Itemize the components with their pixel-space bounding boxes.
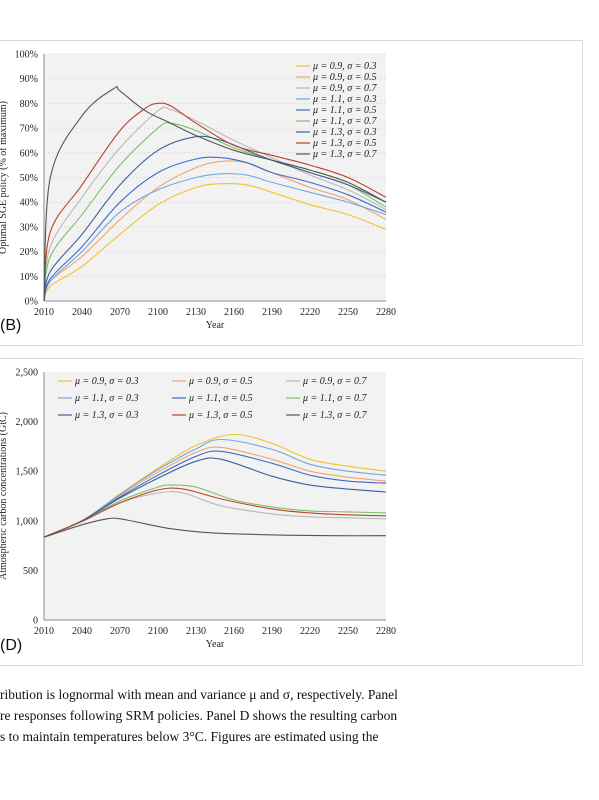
legend-label: μ = 1.1, σ = 0.7 bbox=[312, 116, 377, 127]
y-axis-title: Optimal SGE policy (% of maximum) bbox=[0, 101, 9, 254]
y-tick-label: 40% bbox=[20, 198, 38, 209]
series-line bbox=[43, 457, 387, 538]
legend-label: μ = 1.1, σ = 0.3 bbox=[74, 393, 138, 404]
series-line bbox=[43, 484, 387, 538]
chart-d-svg: 0 500 1,000 1,500 2,000 2,500 2010 2040 2070 2100… bbox=[0, 368, 396, 651]
legend-label: μ = 1.1, σ = 0.5 bbox=[312, 105, 376, 116]
x-axis-title: Year bbox=[206, 320, 225, 331]
series-line bbox=[43, 487, 387, 538]
chart-panel-d: 0 500 1,000 1,500 2,000 2,500 2010 2040 2070 2100… bbox=[0, 358, 583, 666]
legend-label: μ = 0.9, σ = 0.7 bbox=[302, 376, 367, 387]
series-line bbox=[43, 517, 387, 538]
x-tick-label: 2100 bbox=[148, 626, 168, 637]
x-tick-label: 2280 bbox=[376, 626, 396, 637]
panel-label-b: (B) bbox=[0, 317, 22, 334]
legend-label: μ = 0.9, σ = 0.5 bbox=[188, 376, 252, 387]
x-tick-label: 2190 bbox=[262, 307, 282, 318]
series-line bbox=[43, 86, 387, 302]
chart-panel-b: 0% 10% 20% 30% 40% 50% 60% 70% 80% 90% 100% 2010 204… bbox=[0, 40, 583, 346]
x-tick-label: 2040 bbox=[72, 307, 92, 318]
x-tick-label: 2160 bbox=[224, 626, 244, 637]
y-tick-label: 60% bbox=[20, 148, 38, 159]
y-tick-label: 30% bbox=[20, 222, 38, 233]
figure-caption: ribution is lognormal with mean and vari… bbox=[0, 684, 478, 747]
series-line bbox=[43, 102, 387, 302]
x-tick-label: 2130 bbox=[186, 626, 206, 637]
y-tick-label: 70% bbox=[20, 124, 38, 135]
y-tick-label: 0% bbox=[25, 297, 38, 308]
caption-line: re responses following SRM policies. Pan… bbox=[0, 708, 398, 723]
plot-area bbox=[44, 372, 386, 620]
series-line bbox=[43, 160, 387, 302]
y-tick-label: 2,500 bbox=[16, 368, 39, 379]
y-tick-label: 2,000 bbox=[16, 417, 39, 428]
y-tick-label: 0 bbox=[33, 616, 38, 627]
x-tick-label: 2220 bbox=[300, 626, 320, 637]
legend-label: μ = 1.1, σ = 0.7 bbox=[302, 393, 367, 404]
legend-label: μ = 1.3, σ = 0.5 bbox=[188, 410, 252, 421]
legend-label: μ = 1.3, σ = 0.7 bbox=[302, 410, 367, 421]
x-tick-label: 2250 bbox=[338, 626, 358, 637]
caption-line: s to maintain temperatures below 3°C. Fi… bbox=[0, 729, 379, 744]
caption-line: ribution is lognormal with mean and vari… bbox=[0, 687, 398, 702]
x-tick-label: 2160 bbox=[224, 307, 244, 318]
y-tick-label: 80% bbox=[20, 99, 38, 110]
chart-b-svg: 0% 10% 20% 30% 40% 50% 60% 70% 80% 90% 100% 2010 204… bbox=[0, 50, 396, 332]
legend-label: μ = 1.3, σ = 0.3 bbox=[312, 127, 376, 138]
panel-label-d: (D) bbox=[0, 637, 23, 654]
y-tick-label: 1,000 bbox=[16, 516, 39, 527]
x-tick-label: 2130 bbox=[186, 307, 206, 318]
x-tick-label: 2250 bbox=[338, 307, 358, 318]
x-tick-label: 2280 bbox=[376, 307, 396, 318]
legend-label: μ = 1.1, σ = 0.5 bbox=[188, 393, 252, 404]
legend-label: μ = 1.1, σ = 0.3 bbox=[312, 94, 376, 105]
y-tick-label: 10% bbox=[20, 272, 38, 283]
x-tick-label: 2100 bbox=[148, 307, 168, 318]
series-line bbox=[43, 182, 387, 302]
x-tick-label: 2040 bbox=[72, 626, 92, 637]
x-tick-label: 2070 bbox=[110, 626, 130, 637]
legend-label: μ = 1.3, σ = 0.5 bbox=[312, 138, 376, 149]
series-line bbox=[43, 438, 387, 538]
y-tick-label: 100% bbox=[15, 50, 38, 61]
legend-label: μ = 0.9, σ = 0.3 bbox=[74, 376, 138, 387]
x-tick-label: 2010 bbox=[34, 307, 54, 318]
x-tick-label: 2220 bbox=[300, 307, 320, 318]
legend-label: μ = 1.3, σ = 0.7 bbox=[312, 149, 377, 160]
legend-label: μ = 1.3, σ = 0.3 bbox=[74, 410, 138, 421]
y-tick-label: 20% bbox=[20, 247, 38, 258]
legend-label: μ = 0.9, σ = 0.3 bbox=[312, 61, 376, 72]
series-line bbox=[43, 156, 387, 302]
legend-label: μ = 0.9, σ = 0.5 bbox=[312, 72, 376, 83]
x-tick-label: 2010 bbox=[34, 626, 54, 637]
series-line bbox=[43, 173, 387, 302]
y-axis-title: Atmospheric carbon concentrations (GtC) bbox=[0, 412, 9, 580]
y-tick-label: 50% bbox=[20, 173, 38, 184]
x-tick-label: 2070 bbox=[110, 307, 130, 318]
y-tick-label: 90% bbox=[20, 74, 38, 85]
x-tick-label: 2190 bbox=[262, 626, 282, 637]
series-line bbox=[43, 135, 387, 302]
legend-label: μ = 0.9, σ = 0.7 bbox=[312, 83, 377, 94]
x-axis-title: Year bbox=[206, 639, 225, 650]
y-tick-label: 1,500 bbox=[16, 467, 39, 478]
y-tick-label: 500 bbox=[23, 566, 38, 577]
